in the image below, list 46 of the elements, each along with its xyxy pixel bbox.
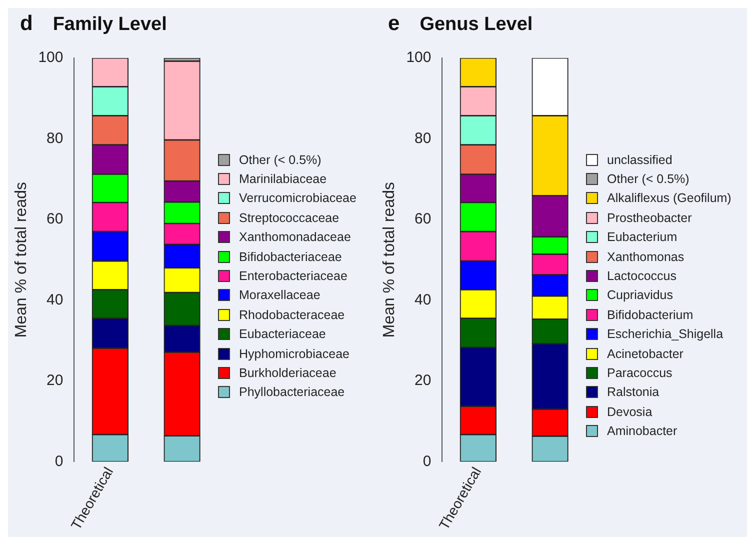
legend-label: Other (< 0.5%) [607,172,690,186]
legend-label: Rhodobacteraceae [239,308,345,322]
y-tick-label: 0 [422,452,432,470]
legend-label: unclassified [607,152,672,167]
text: d [20,12,33,35]
legend-label: Escherichia_Shigella [607,327,724,342]
y-tick-label: 80 [414,130,432,147]
chart-title: Genus Level [420,14,533,35]
legend-label: Prostheobacter [607,210,692,225]
legend-label: Phyllobacteriaceae [239,385,345,400]
legend-label: Acinetobacter [607,346,684,361]
y-tick-label: 100 [38,49,64,66]
y-tick-label: 100 [406,49,432,66]
legend-label: Bifidobacteriaceae [239,250,342,264]
chart-title: Family Level [52,14,167,35]
legend-label: Marinilabiaceae [239,172,327,186]
y-tick-label: 80 [46,130,64,147]
legend-label: Ralstonia [607,385,660,400]
y-tick-label: 60 [46,210,64,228]
legend-label: Alkaliflexus (Geofilum) [607,191,732,206]
y-tick-label: 40 [46,291,64,308]
legend-label: Streptococcaceae [239,210,340,225]
legend-label: Xanthomonas [607,250,684,264]
legend-label: Eubacterium [607,230,678,244]
legend-label: Verrucomicrobiaceae [239,191,356,206]
legend-label: Paracoccus [607,366,672,380]
legend-label: Lactococcus [607,269,676,284]
y-axis-title: Mean % of total reads [13,182,30,338]
legend-label: Xanthomonadaceae [239,230,351,244]
legend-label: Aminobacter [607,424,678,438]
y-tick-label: 60 [414,210,432,228]
legend-label: Eubacteriaceae [239,327,326,342]
y-tick-label: 20 [46,372,64,390]
y-tick-label: 40 [414,291,432,308]
legend-label: Moraxellaceae [239,288,320,302]
legend-label: Enterobacteriaceae [239,269,348,284]
y-axis-title: Mean % of total reads [381,182,398,338]
legend-label: Hyphomicrobiaceae [239,346,350,361]
y-tick-label: 0 [54,452,64,470]
legend-label: Bifidobacterium [607,308,694,322]
legend-label: Cupriavidus [607,288,674,302]
text: e [388,12,400,35]
legend-label: Devosia [607,404,652,419]
y-tick-label: 20 [414,372,432,390]
legend-label: Burkholderiaceae [239,366,336,380]
legend-label: Other (< 0.5%) [239,152,322,167]
